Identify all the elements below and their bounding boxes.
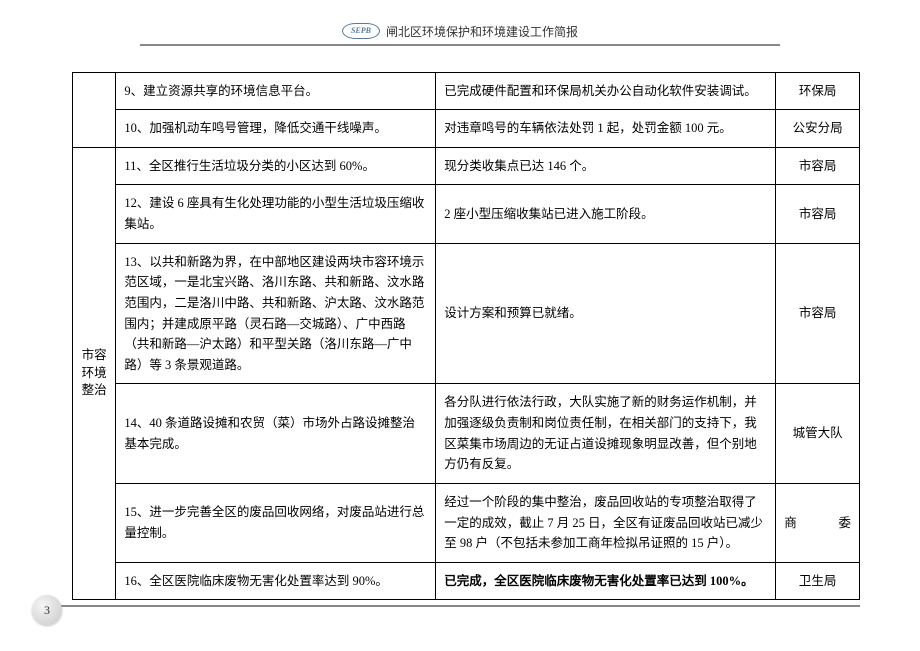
table-row: 13、以共和新路为界，在中部地区建设两块市容环境示范区域，一是北宝兴路、洛川东路…: [73, 243, 860, 384]
task-cell: 13、以共和新路为界，在中部地区建设两块市容环境示范区域，一是北宝兴路、洛川东路…: [116, 243, 436, 384]
status-cell: 经过一个阶段的集中整治，废品回收站的专项整治取得了一定的成效，截止 7 月 25…: [436, 483, 776, 562]
dept-cell: 市容局: [776, 147, 860, 185]
table-container: 9、建立资源共享的环境信息平台。 已完成硬件配置和环保局机关办公自动化软件安装调…: [0, 54, 920, 601]
status-cell: 对违章鸣号的车辆依法处罚 1 起，处罚金额 100 元。: [436, 110, 776, 148]
table-row: 16、全区医院临床废物无害化处置率达到 90%。 已完成，全区医院临床废物无害化…: [73, 562, 860, 600]
page-header: SEPB 闸北区环境保护和环境建设工作简报: [0, 0, 920, 54]
dept-cell: 城管大队: [776, 384, 860, 484]
table-row: 14、40 条道路设摊和农贸（菜）市场外占路设摊整治基本完成。 各分队进行依法行…: [73, 384, 860, 484]
status-cell: 各分队进行依法行政，大队实施了新的财务运作机制，并加强逐级负责制和岗位责任制，在…: [436, 384, 776, 484]
dept-cell: 商 委: [776, 483, 860, 562]
status-cell: 2 座小型压缩收集站已进入施工阶段。: [436, 185, 776, 243]
dept-cell: 市容局: [776, 185, 860, 243]
table-row: 市容环境整治 11、全区推行生活垃圾分类的小区达到 60%。 现分类收集点已达 …: [73, 147, 860, 185]
header-rule: [140, 44, 780, 46]
header-title: 闸北区环境保护和环境建设工作简报: [386, 23, 578, 40]
table-row: 15、进一步完善全区的废品回收网络，对废品站进行总量控制。 经过一个阶段的集中整…: [73, 483, 860, 562]
category-cell: 市容环境整治: [73, 147, 116, 600]
dept-cell: 市容局: [776, 243, 860, 384]
task-cell: 14、40 条道路设摊和农贸（菜）市场外占路设摊整治基本完成。: [116, 384, 436, 484]
footer-rule: [44, 605, 860, 607]
table-row: 10、加强机动车鸣号管理，降低交通干线噪声。 对违章鸣号的车辆依法处罚 1 起，…: [73, 110, 860, 148]
dept-cell: 公安分局: [776, 110, 860, 148]
category-cell-empty: [73, 72, 116, 147]
dept-cell: 卫生局: [776, 562, 860, 600]
dept-cell: 环保局: [776, 72, 860, 110]
status-cell: 现分类收集点已达 146 个。: [436, 147, 776, 185]
task-cell: 16、全区医院临床废物无害化处置率达到 90%。: [116, 562, 436, 600]
task-cell: 12、建设 6 座具有生化处理功能的小型生活垃圾压缩收集站。: [116, 185, 436, 243]
task-cell: 15、进一步完善全区的废品回收网络，对废品站进行总量控制。: [116, 483, 436, 562]
logo-icon: SEPB: [342, 23, 380, 39]
status-cell: 设计方案和预算已就绪。: [436, 243, 776, 384]
table-row: 12、建设 6 座具有生化处理功能的小型生活垃圾压缩收集站。 2 座小型压缩收集…: [73, 185, 860, 243]
table-row: 9、建立资源共享的环境信息平台。 已完成硬件配置和环保局机关办公自动化软件安装调…: [73, 72, 860, 110]
report-table: 9、建立资源共享的环境信息平台。 已完成硬件配置和环保局机关办公自动化软件安装调…: [72, 72, 860, 601]
status-cell: 已完成，全区医院临床废物无害化处置率已达到 100%。: [436, 562, 776, 600]
task-cell: 11、全区推行生活垃圾分类的小区达到 60%。: [116, 147, 436, 185]
task-cell: 9、建立资源共享的环境信息平台。: [116, 72, 436, 110]
task-cell: 10、加强机动车鸣号管理，降低交通干线噪声。: [116, 110, 436, 148]
page-number: 3: [32, 595, 62, 625]
status-cell: 已完成硬件配置和环保局机关办公自动化软件安装调试。: [436, 72, 776, 110]
